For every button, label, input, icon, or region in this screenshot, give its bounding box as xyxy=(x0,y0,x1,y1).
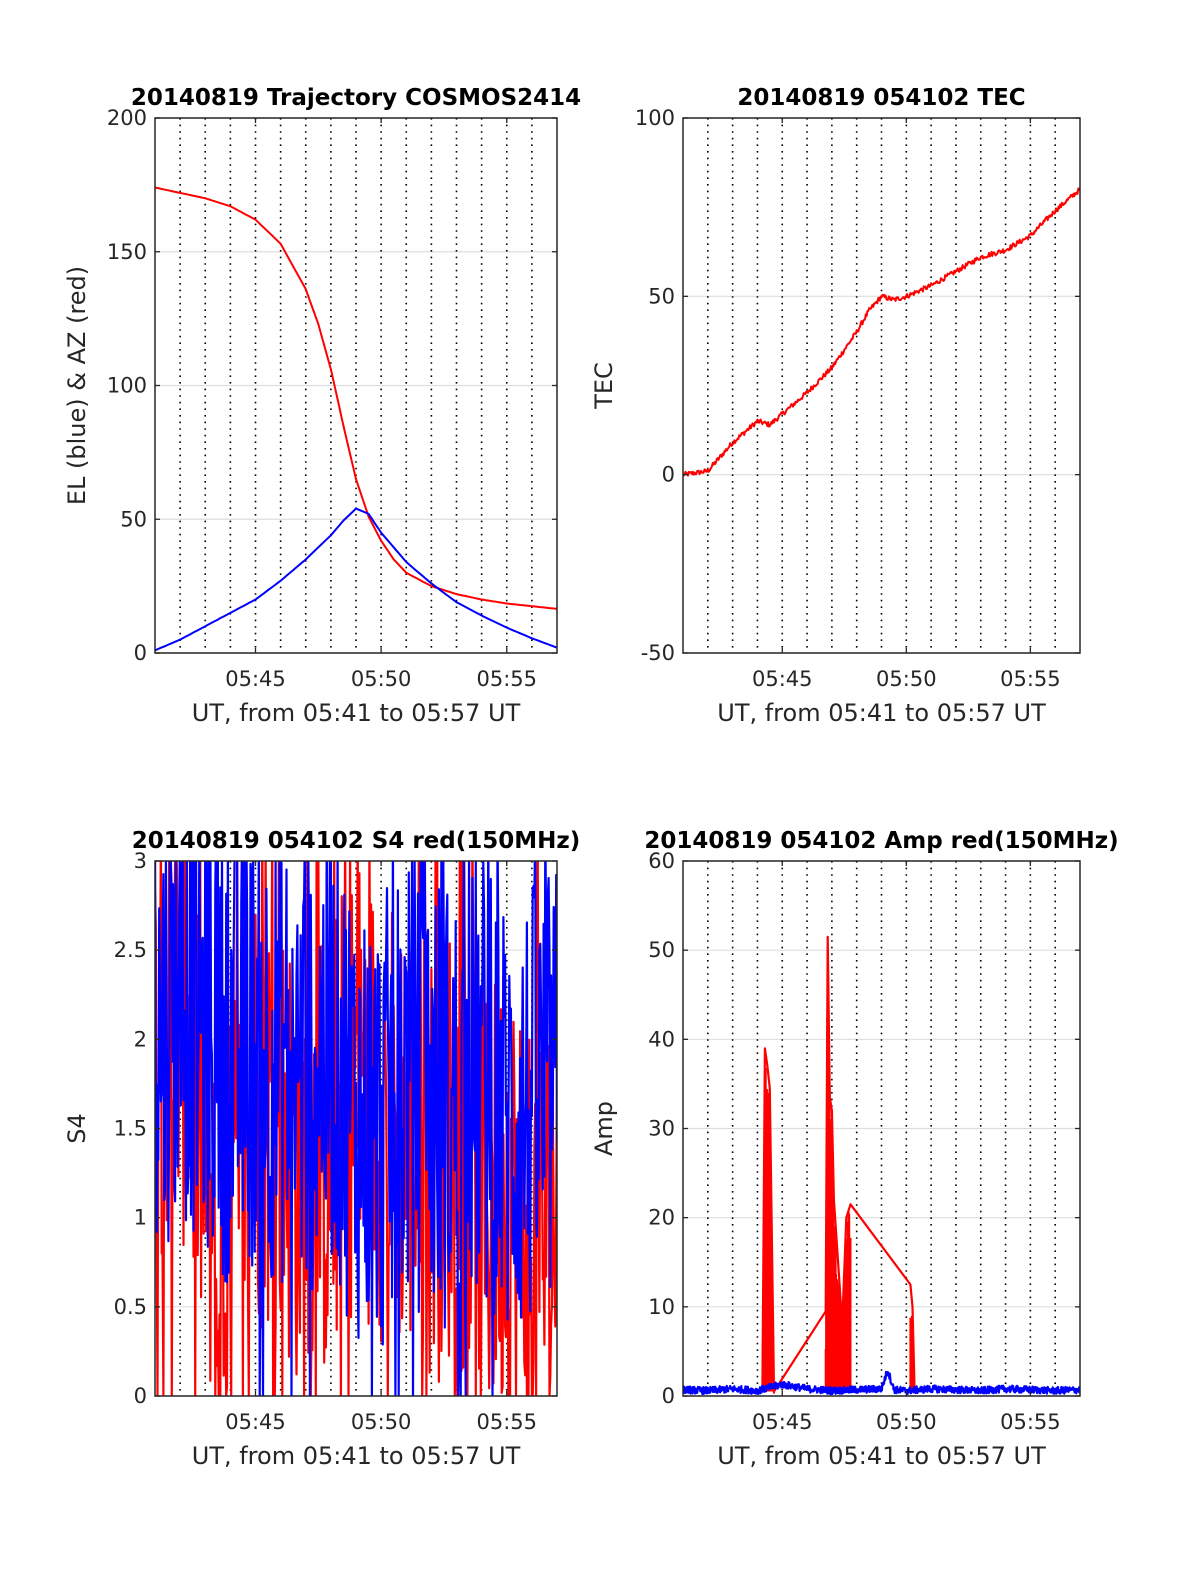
y-tick-label: 0.5 xyxy=(114,1295,147,1319)
y-tick-label: 0 xyxy=(134,1384,147,1408)
y-tick-label: 0 xyxy=(662,463,675,487)
y-tick-label: 50 xyxy=(120,507,147,531)
series-line-1 xyxy=(683,187,1080,477)
series-group xyxy=(155,861,557,1396)
x-tick-label: 05:45 xyxy=(225,1410,286,1434)
x-tick-label: 05:50 xyxy=(876,1410,937,1434)
x-axis-label: UT, from 05:41 to 05:57 UT xyxy=(717,1442,1046,1470)
chart-panel-1: 0 50 100 150 200 05:45 05:50 05:55 20140819 Traj… xyxy=(63,85,581,727)
series-line-1 xyxy=(155,186,557,610)
x-tick-label: 05:50 xyxy=(876,667,937,691)
y-tick-label: 150 xyxy=(107,240,147,264)
series-group xyxy=(155,186,557,652)
x-tick-label: 05:45 xyxy=(752,1410,813,1434)
x-axis-label: UT, from 05:41 to 05:57 UT xyxy=(192,1442,521,1470)
amp-burst-spikes xyxy=(824,995,852,1392)
chart-title: 20140819 Trajectory COSMOS2414 xyxy=(131,85,581,111)
y-tick-label: 50 xyxy=(648,284,675,308)
x-axis-label: UT, from 05:41 to 05:57 UT xyxy=(192,699,521,727)
y-tick-label: -50 xyxy=(641,641,675,665)
y-axis-label: S4 xyxy=(63,1113,91,1144)
y-axis-label: Amp xyxy=(590,1101,618,1156)
x-tick-label: 05:45 xyxy=(752,667,813,691)
series-line-2 xyxy=(155,861,557,1396)
y-tick-label: 3 xyxy=(134,849,147,873)
y-tick-label: 10 xyxy=(648,1295,675,1319)
y-axis-label: EL (blue) & AZ (red) xyxy=(63,266,91,505)
x-tick-label: 05:50 xyxy=(351,1410,412,1434)
series-group xyxy=(683,187,1080,477)
y-tick-label: 1 xyxy=(134,1206,147,1230)
y-tick-label: 2 xyxy=(134,1027,147,1051)
chart-panel-4: 0 10 20 30 40 50 60 05:45 05:50 05:55 20140819 054… xyxy=(590,828,1119,1470)
chart-title: 20140819 054102 S4 red(150MHz) xyxy=(132,828,581,854)
y-tick-label: 100 xyxy=(635,106,675,130)
chart-title: 20140819 054102 Amp red(150MHz) xyxy=(644,828,1118,854)
chart-panel-2: -50 0 50 100 05:45 05:50 05:55 20140819 054102 … xyxy=(590,85,1081,727)
x-tick-label: 05:55 xyxy=(1000,1410,1061,1434)
axes-box xyxy=(682,117,1081,654)
x-axis-label: UT, from 05:41 to 05:57 UT xyxy=(717,699,1046,727)
series-line-1 xyxy=(761,935,916,1393)
series-line-2 xyxy=(155,507,557,652)
y-tick-label: 2.5 xyxy=(114,938,147,962)
y-tick-label: 50 xyxy=(648,938,675,962)
x-tick-label: 05:55 xyxy=(476,1410,537,1434)
y-tick-label: 20 xyxy=(648,1206,675,1230)
chart-panel-3: 0 0.5 1 1.5 2 2.5 3 05:45 05:50 05:55 20140819 054… xyxy=(63,828,581,1470)
x-tick-label: 05:55 xyxy=(476,667,537,691)
x-tick-label: 05:45 xyxy=(225,667,286,691)
x-tick-label: 05:50 xyxy=(351,667,412,691)
y-tick-label: 0 xyxy=(134,641,147,665)
series-group xyxy=(683,935,1080,1396)
y-tick-label: 30 xyxy=(648,1117,675,1141)
y-tick-label: 100 xyxy=(107,374,147,398)
y-tick-label: 200 xyxy=(107,106,147,130)
chart-title: 20140819 054102 TEC xyxy=(737,85,1025,111)
series-line-2 xyxy=(683,1370,1080,1396)
y-axis-label: TEC xyxy=(590,362,618,410)
y-tick-label: 40 xyxy=(648,1027,675,1051)
x-tick-label: 05:55 xyxy=(1000,667,1061,691)
y-tick-label: 60 xyxy=(648,849,675,873)
y-tick-label: 1.5 xyxy=(114,1117,147,1141)
y-tick-label: 0 xyxy=(662,1384,675,1408)
